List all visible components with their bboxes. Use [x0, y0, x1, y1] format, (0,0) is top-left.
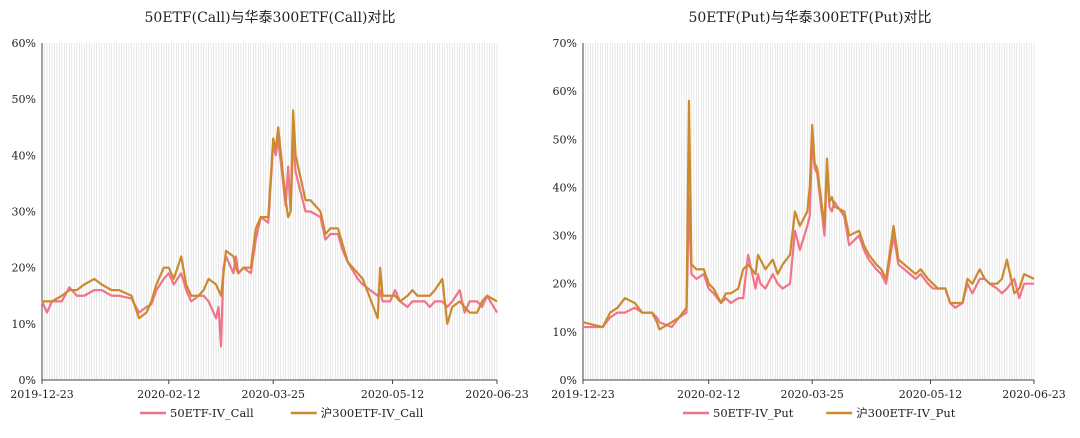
x-tick-label: 2019-12-23 — [10, 388, 73, 401]
x-tick-label: 2020-03-25 — [780, 388, 843, 401]
chart-title: 50ETF(Put)与华泰300ETF(Put)对比 — [688, 10, 931, 26]
x-tick-label: 2020-02-12 — [137, 388, 200, 401]
legend-label: 沪300ETF-IV_Put — [856, 406, 956, 420]
chart-1: 50ETF(Call)与华泰300ETF(Call)对比 0% 10% 20% 30% 4… — [10, 10, 528, 420]
legend-label: 沪300ETF-IV_Call — [321, 406, 424, 420]
x-tick-label: 2020-06-23 — [465, 388, 528, 401]
series-line-2 — [582, 99, 1035, 331]
x-tick-label: 2019-12-23 — [551, 388, 614, 401]
gridlines — [41, 43, 498, 380]
y-tick-label: 60% — [12, 37, 36, 50]
legend-label: 50ETF-IV_Put — [713, 406, 794, 420]
y-tick-label: 10% — [553, 326, 577, 339]
x-tick-label: 2020-05-12 — [899, 388, 962, 401]
x-tick-label: 2020-03-25 — [242, 388, 305, 401]
y-tick-label: 20% — [553, 278, 577, 291]
gridlines — [582, 43, 1035, 380]
y-tick-label: 10% — [12, 318, 36, 331]
y-tick-label: 70% — [553, 37, 577, 50]
y-tick-label: 30% — [12, 206, 36, 219]
chart-title: 50ETF(Call)与华泰300ETF(Call)对比 — [145, 10, 396, 26]
chart-2: 50ETF(Put)与华泰300ETF(Put)对比 0% 10% 20% 30% 40%… — [551, 10, 1065, 420]
series-line-1 — [583, 138, 1034, 329]
series-line-1 — [40, 137, 498, 348]
y-tick-label: 20% — [12, 262, 36, 275]
legend: 50ETF-IV_Put 沪300ETF-IV_Put — [683, 406, 956, 420]
y-tick-label: 0% — [19, 374, 36, 387]
y-tick-label: 50% — [12, 93, 36, 106]
y-tick-label: 40% — [553, 181, 577, 194]
y-tick-label: 30% — [553, 230, 577, 243]
legend: 50ETF-IV_Call 沪300ETF-IV_Call — [140, 406, 424, 420]
series-line-2 — [42, 109, 498, 325]
x-tick-label: 2020-06-23 — [1002, 388, 1065, 401]
y-tick-label: 50% — [553, 133, 577, 146]
y-tick-label: 60% — [553, 85, 577, 98]
x-tick-label: 2020-05-12 — [361, 388, 424, 401]
legend-label: 50ETF-IV_Call — [170, 406, 254, 420]
y-tick-label: 0% — [560, 374, 577, 387]
y-tick-label: 40% — [12, 149, 36, 162]
x-tick-label: 2020-02-12 — [677, 388, 740, 401]
